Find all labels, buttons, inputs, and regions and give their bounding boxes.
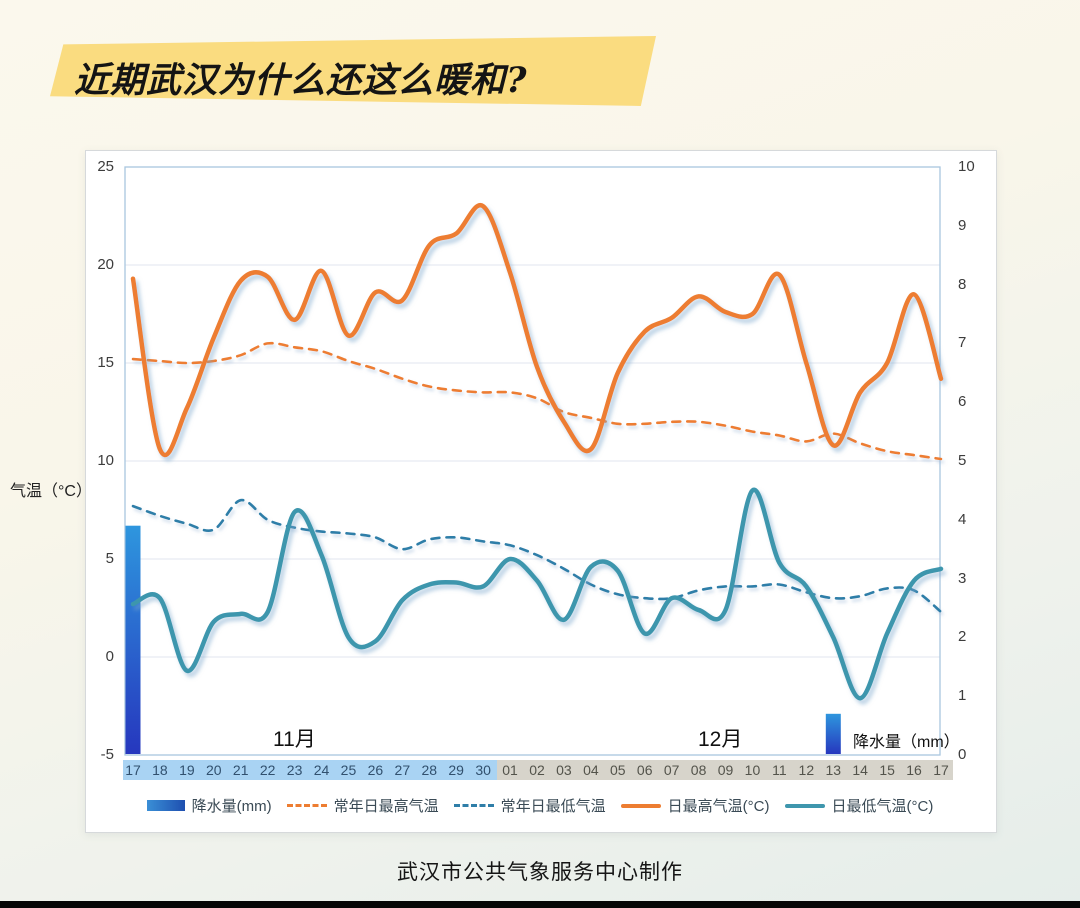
- legend-label: 降水量(mm): [191, 798, 272, 815]
- legend-item-0: 降水量(mm): [146, 795, 272, 816]
- y-tick-right: 0: [958, 746, 967, 763]
- x-tick: 23: [286, 762, 303, 778]
- y-tick-left: 5: [105, 550, 114, 567]
- x-tick: 27: [394, 762, 411, 778]
- y-tick-right: 7: [958, 334, 967, 352]
- y-tick-left: 0: [105, 648, 114, 665]
- precip-axis-label: 降水量（mm）: [853, 734, 960, 751]
- chart-legend: 降水量(mm) 常年日最高气温 常年日最低气温 日最高气温(°C) 日最低气温(°C): [85, 795, 995, 816]
- y-tick-right: 5: [958, 452, 967, 469]
- x-tick: 11: [772, 762, 787, 778]
- x-tick: 29: [448, 762, 464, 778]
- x-tick: 15: [879, 762, 895, 778]
- y-tick-left: 15: [97, 354, 114, 371]
- y-tick-left: -5: [100, 746, 114, 763]
- x-tick: 10: [744, 762, 761, 778]
- x-tick: 08: [690, 762, 707, 778]
- legend-dash-swatch: [286, 804, 327, 807]
- y-tick-right: 2: [958, 628, 967, 646]
- y-tick-right: 10: [958, 158, 975, 175]
- x-tick: 17: [125, 762, 141, 778]
- x-tick: 20: [206, 762, 222, 778]
- bottom-black-bar: [0, 901, 1080, 908]
- x-tick: 30: [475, 762, 491, 778]
- legend-line-swatch: [784, 803, 825, 808]
- x-tick: 21: [232, 762, 249, 778]
- legend-item-4: 日最低气温(°C): [784, 795, 934, 816]
- legend-item-3: 日最高气温(°C): [620, 795, 770, 816]
- y-tick-right: 4: [958, 510, 967, 528]
- footer-credit: 武汉市公共气象服务中心制作: [397, 861, 683, 884]
- x-tick: 17: [933, 762, 949, 778]
- x-tick: 02: [529, 762, 545, 778]
- y-tick-right: 8: [958, 275, 967, 293]
- x-tick: 03: [556, 762, 572, 778]
- x-tick: 12: [798, 762, 815, 778]
- x-tick: 26: [367, 762, 384, 778]
- x-tick: 09: [717, 762, 734, 778]
- x-tick: 05: [610, 762, 626, 778]
- month-label-nov: 11月: [273, 728, 316, 751]
- x-tick: 16: [906, 762, 922, 778]
- x-tick: 28: [421, 762, 438, 778]
- x-tick: 24: [313, 762, 330, 778]
- x-tick: 22: [259, 762, 276, 778]
- y-tick-left: 20: [97, 256, 114, 273]
- page-title: 近期武汉为什么还这么暖和?: [74, 60, 528, 101]
- y-tick-right: 3: [958, 569, 967, 587]
- y-tick-right: 9: [958, 216, 967, 234]
- x-tick: 19: [179, 762, 195, 778]
- legend-line-swatch: [620, 803, 661, 808]
- legend-bar-swatch: [146, 800, 185, 811]
- legend-item-1: 常年日最高气温: [286, 795, 439, 816]
- legend-label: 日最高气温(°C): [667, 798, 770, 815]
- x-tick: 13: [825, 762, 842, 778]
- title-banner: 近期武汉为什么还这么暖和?: [50, 36, 656, 106]
- x-tick: 04: [583, 762, 599, 778]
- x-tick: 07: [663, 762, 680, 778]
- month-label-dec: 12月: [698, 728, 743, 751]
- x-tick: 25: [340, 762, 357, 778]
- x-band-dec: [496, 760, 953, 780]
- y-tick-right: 1: [958, 687, 967, 705]
- x-tick: 18: [152, 762, 168, 778]
- x-tick: 01: [502, 762, 518, 778]
- y-axis-left-label: 气温（°C）: [10, 483, 92, 500]
- legend-dash-swatch: [453, 804, 494, 807]
- y-tick-left: 10: [97, 452, 114, 469]
- legend-label: 常年日最高气温: [333, 798, 439, 815]
- x-tick: 06: [636, 762, 653, 778]
- y-tick-right: 6: [958, 393, 967, 411]
- legend-label: 常年日最低气温: [500, 798, 606, 815]
- x-tick: 14: [852, 762, 868, 778]
- y-tick-left: 25: [97, 158, 114, 175]
- legend-label: 日最低气温(°C): [831, 798, 934, 815]
- x-band-nov: [123, 760, 497, 780]
- legend-item-2: 常年日最低气温: [453, 795, 606, 816]
